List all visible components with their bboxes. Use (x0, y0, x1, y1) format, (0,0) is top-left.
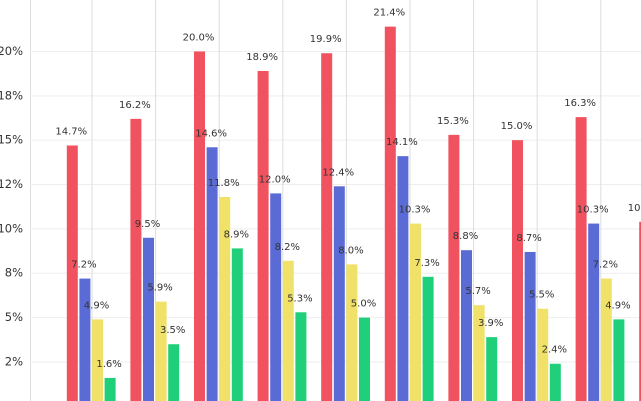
value-label: 5.7% (465, 286, 490, 297)
bar (524, 251, 536, 401)
y-tick-label: 8% (5, 266, 23, 280)
bar (143, 237, 154, 401)
value-label: 5.9% (147, 283, 172, 294)
value-label: 7.2% (71, 260, 96, 271)
bar (295, 312, 307, 401)
bar (600, 278, 612, 401)
value-label: 8.8% (453, 231, 478, 242)
bar (422, 276, 434, 401)
value-label: 8.9% (224, 229, 249, 240)
y-tick-label: 2% (5, 354, 23, 368)
bar (359, 317, 370, 401)
bar (79, 278, 91, 401)
bar (194, 51, 205, 401)
bar (231, 248, 243, 401)
y-tick-label: 15% (0, 133, 23, 147)
value-label: 5.5% (529, 290, 554, 301)
y-tick-label: 20% (0, 44, 23, 58)
value-label: 20.0% (183, 32, 215, 43)
bar (588, 223, 600, 401)
bar (448, 134, 460, 401)
bar (130, 118, 142, 401)
bar (410, 223, 421, 401)
bar (549, 363, 561, 401)
value-label: 14.7% (55, 126, 87, 137)
bar (206, 147, 218, 401)
value-label: 10.3% (577, 205, 609, 216)
bar (333, 186, 345, 401)
y-tick-label: 12% (0, 177, 23, 191)
bar (104, 377, 116, 401)
value-label: 3.9% (478, 318, 503, 329)
value-label: 14.1% (386, 137, 418, 148)
value-label: 15.0% (501, 121, 533, 132)
value-label: 16.2% (119, 100, 151, 111)
y-tick-label: 10% (0, 221, 23, 235)
value-label: 9.5% (135, 219, 160, 230)
bar (92, 319, 103, 401)
value-label: 4.9% (84, 300, 109, 311)
bar (384, 26, 396, 401)
bar (282, 260, 294, 401)
bar (397, 156, 409, 401)
bar (473, 305, 485, 401)
bar (66, 145, 78, 401)
value-label: 10.3% (399, 205, 431, 216)
bar (346, 264, 358, 401)
value-label: 7.3% (414, 258, 439, 269)
bar (512, 140, 523, 401)
bar (639, 221, 641, 401)
value-label: 5.3% (287, 293, 312, 304)
bar (461, 250, 472, 401)
bar (321, 53, 333, 401)
value-label: 5.0% (351, 299, 376, 310)
value-label: 15.3% (437, 116, 469, 127)
bar (486, 337, 498, 401)
bar (270, 193, 282, 401)
bar (537, 308, 549, 401)
y-tick-label: 5% (5, 310, 23, 324)
bar (219, 196, 231, 401)
value-label: 1.6% (96, 359, 121, 370)
value-label: 16.3% (564, 98, 596, 109)
bar (155, 301, 167, 401)
value-label: 7.2% (593, 260, 618, 271)
value-label: 8.2% (275, 242, 300, 253)
value-label: 8.7% (516, 233, 541, 244)
value-label: 11.8% (208, 178, 240, 189)
value-label: 3.5% (160, 325, 185, 336)
value-label: 12.0% (259, 174, 291, 185)
bar (257, 70, 269, 401)
value-label: 4.9% (605, 300, 630, 311)
value-label: 19.9% (310, 34, 342, 45)
value-label: 14.6% (195, 128, 227, 139)
value-label: 2.4% (542, 345, 567, 356)
value-label: 8.0% (338, 245, 363, 256)
value-label: 18.9% (246, 52, 278, 63)
bar (168, 344, 180, 401)
value-label: 12.4% (322, 167, 354, 178)
bar (613, 319, 625, 401)
value-label: 10.4% (628, 203, 641, 214)
value-label: 21.4% (373, 8, 405, 19)
y-tick-label: 18% (0, 88, 23, 102)
bar (575, 117, 587, 401)
